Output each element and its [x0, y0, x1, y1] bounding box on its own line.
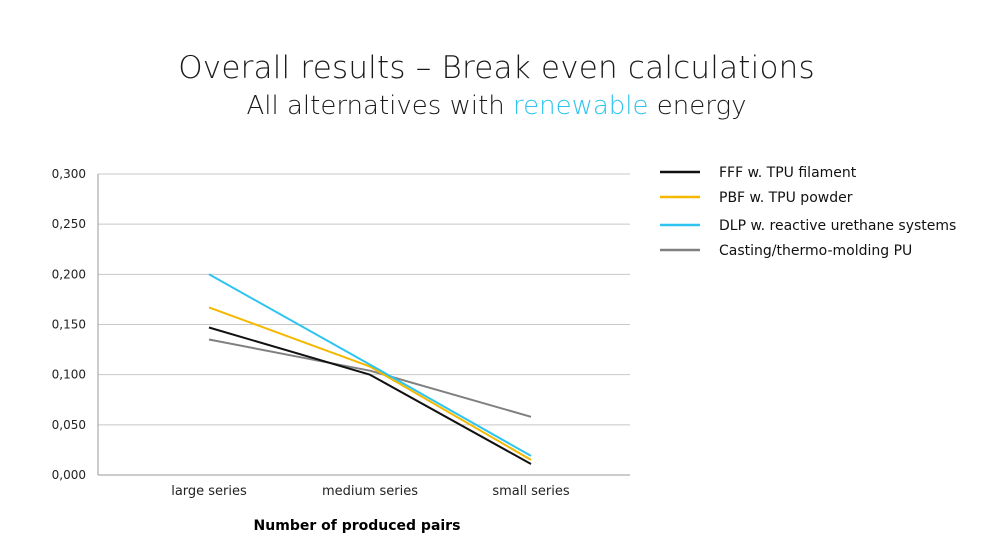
series-line	[208, 306, 532, 461]
chart-title: Overall results – Break even calculation…	[178, 50, 815, 86]
legend-label: FFF w. TPU filament	[719, 165, 857, 181]
subtitle-prefix: All alternatives with	[246, 91, 514, 121]
series-line	[208, 273, 532, 457]
series-line	[208, 338, 532, 418]
x-tick-label: medium series	[322, 484, 418, 499]
y-tick-label: 0,000	[52, 468, 86, 482]
y-tick-label: 0,150	[52, 318, 86, 332]
series-line	[208, 326, 532, 465]
y-tick-label: 0,100	[52, 368, 86, 382]
x-tick-label: large series	[171, 484, 247, 499]
y-tick-label: 0,250	[52, 217, 86, 231]
subtitle-suffix: energy	[648, 91, 747, 121]
y-tick-label: 0,200	[52, 267, 86, 281]
subtitle-accent-word: renewable	[513, 91, 649, 121]
x-tick-label: small series	[492, 484, 569, 499]
legend-label: Casting/thermo-molding PU	[719, 243, 912, 259]
chart-subtitle: All alternatives with renewable energy	[0, 91, 993, 121]
x-axis-title: Number of produced pairs	[254, 518, 461, 534]
y-tick-label: 0,300	[52, 167, 86, 181]
legend-label: DLP w. reactive urethane systems	[719, 218, 956, 234]
y-tick-label: 0,050	[52, 418, 86, 432]
legend-label: PBF w. TPU powder	[719, 190, 853, 206]
